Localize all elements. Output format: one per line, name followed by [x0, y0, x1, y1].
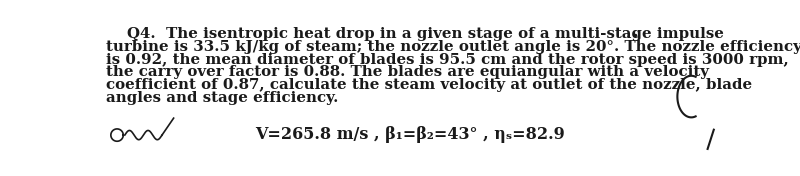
Text: Q4.  The isentropic heat drop in a given stage of a multi-stage impulse: Q4. The isentropic heat drop in a given … — [106, 27, 724, 41]
Text: angles and stage efficiency.: angles and stage efficiency. — [106, 91, 338, 105]
Text: is 0.92, the mean diameter of blades is 95.5 cm and the rotor speed is 3000 rpm,: is 0.92, the mean diameter of blades is … — [106, 53, 789, 67]
Text: turbine is 33.5 kJ/kg of steam; the nozzle outlet angle is 20°. The nozzle effic: turbine is 33.5 kJ/kg of steam; the nozz… — [106, 40, 800, 54]
Text: V=265.8 m/s , β₁=β₂=43° , ηₛ=82.9: V=265.8 m/s , β₁=β₂=43° , ηₛ=82.9 — [255, 126, 565, 143]
Text: the carry over factor is 0.88. The blades are equiangular with a velocity: the carry over factor is 0.88. The blade… — [106, 65, 710, 79]
Text: coefficient of 0.87, calculate the steam velocity at outlet of the nozzle, blade: coefficient of 0.87, calculate the steam… — [106, 78, 752, 92]
